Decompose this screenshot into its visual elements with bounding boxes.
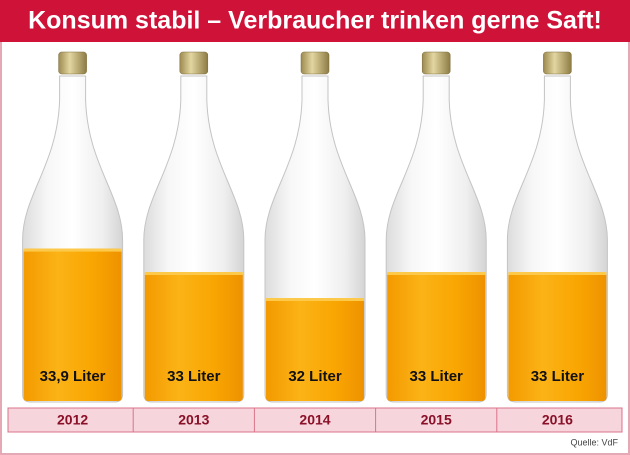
cap	[300, 51, 330, 75]
juice-surface	[387, 272, 486, 275]
cap	[543, 51, 572, 75]
value-label: 33 Liter	[531, 368, 585, 385]
x-tick-label: 2012	[57, 412, 88, 428]
year-band	[7, 407, 623, 433]
x-tick-label: 2015	[421, 412, 452, 428]
cap	[179, 51, 209, 75]
juice-surface	[508, 272, 607, 275]
cap	[58, 51, 87, 75]
value-label: 33 Liter	[410, 368, 464, 385]
x-tick-label: 2014	[299, 412, 330, 428]
juice-surface	[266, 298, 364, 301]
juice-fill	[144, 272, 243, 401]
chart-title: Konsum stabil – Verbraucher trinken gern…	[28, 7, 602, 35]
x-tick-label: 2016	[542, 412, 573, 428]
juice-fill	[23, 248, 122, 401]
title-bar	[0, 0, 630, 42]
source: Quelle: VdF	[570, 437, 618, 447]
value-label: 32 Liter	[288, 368, 342, 385]
value-label: 33,9 Liter	[40, 368, 106, 385]
x-tick-label: 2013	[178, 412, 209, 428]
value-label: 33 Liter	[167, 368, 221, 385]
juice-fill	[508, 272, 607, 401]
juice-surface	[23, 248, 122, 252]
cap	[421, 51, 451, 75]
juice-fill	[387, 272, 486, 401]
juice-fill	[266, 298, 364, 401]
juice-surface	[144, 272, 243, 275]
